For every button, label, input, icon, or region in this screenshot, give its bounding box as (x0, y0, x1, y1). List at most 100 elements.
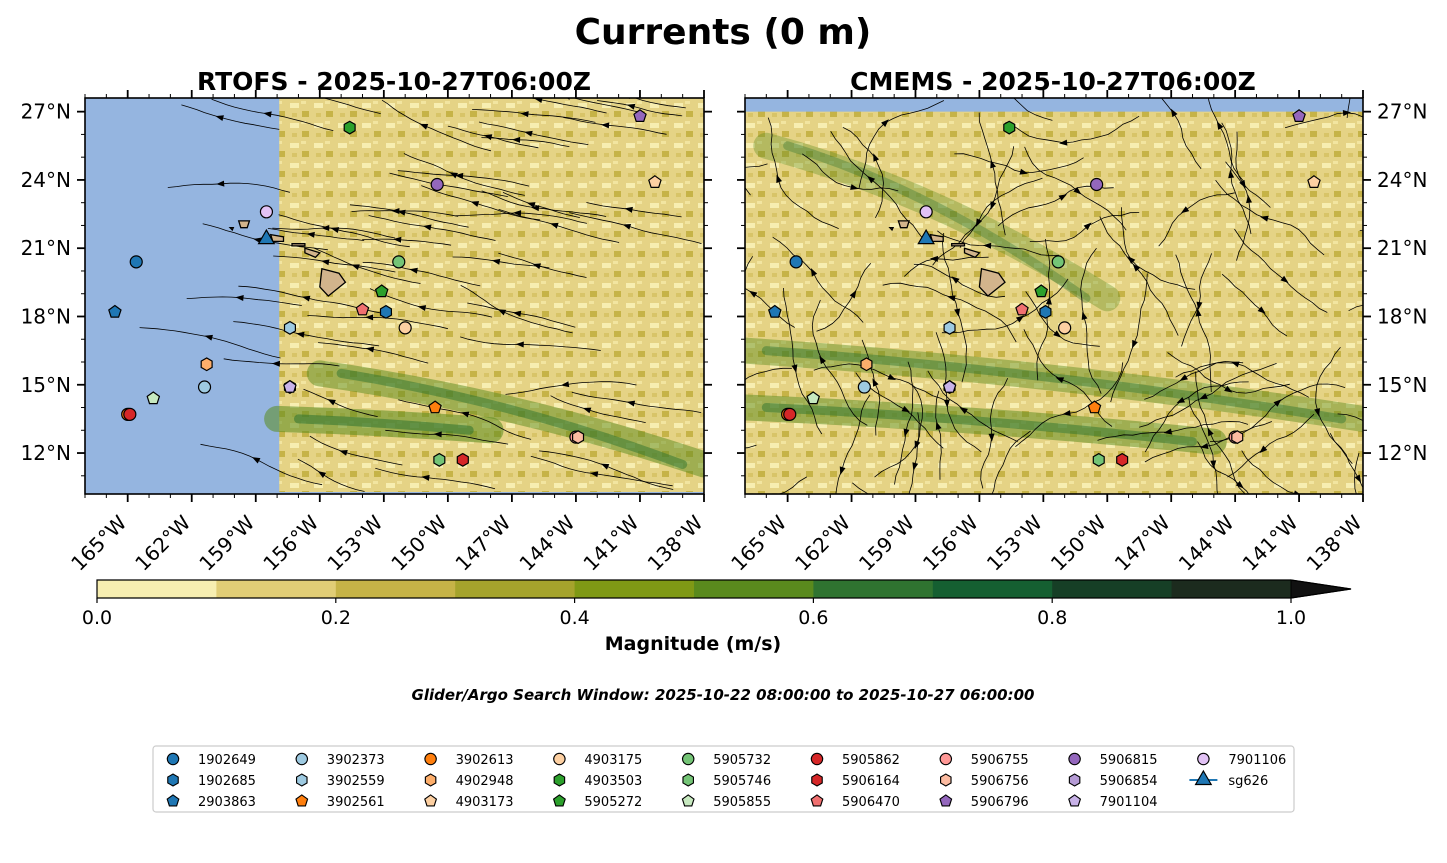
streamline (167, 182, 290, 193)
y-tick-label: 12°N (1377, 441, 1427, 465)
streamline-arrow (709, 166, 717, 172)
streamline (978, 112, 1006, 236)
streamline-arrow (1019, 168, 1028, 175)
streamline (1158, 192, 1235, 247)
streamline-arrow (339, 449, 348, 456)
streamline-arrow (881, 119, 889, 127)
island-land (237, 220, 251, 229)
platform-4903503-marker (343, 120, 356, 135)
streamline (1284, 112, 1363, 129)
streamline-arrow (524, 130, 533, 137)
y-tick-label: 12°N (21, 441, 71, 465)
x-tick-label: 144°W (514, 510, 579, 575)
streamline (634, 98, 686, 109)
streamline-arrow (714, 314, 721, 322)
streamline (505, 381, 637, 395)
platform-7901104-marker (942, 379, 957, 393)
streamline-arrow (1058, 194, 1067, 201)
streamline (389, 172, 508, 197)
platform-3902373-marker (857, 380, 871, 394)
streamline (811, 299, 868, 426)
streamline (309, 435, 403, 466)
streamline-arrow (929, 255, 939, 262)
streamline (1234, 228, 1328, 313)
streamline-arrow (935, 421, 942, 430)
streamline (772, 236, 864, 323)
streamline-arrow (1224, 385, 1233, 393)
map-area (709, 98, 1363, 494)
streamline-arrow (1314, 408, 1321, 417)
legend-marker-5906756 (940, 773, 952, 787)
streamline-arrow (1342, 110, 1352, 117)
map-frame (84, 97, 705, 495)
streamline (1181, 253, 1212, 347)
streamlines (139, 98, 702, 492)
streamline-arrow (600, 463, 610, 470)
streamline-arrow (512, 310, 522, 317)
legend-label-4903175: 4903175 (584, 753, 642, 768)
platform-7901106-marker (919, 205, 933, 219)
streamline (1354, 452, 1360, 494)
platform-sg626-marker (917, 228, 935, 245)
streamline-arrow (306, 231, 315, 238)
streamline (460, 285, 573, 334)
streamline (586, 202, 682, 218)
streamline (1097, 421, 1249, 441)
streamline-arrow (749, 290, 758, 298)
legend-label-5905862: 5905862 (842, 753, 900, 768)
legend-label-3902559: 3902559 (327, 774, 385, 789)
streamline (858, 100, 945, 189)
suptitle: Currents (0 m) (575, 12, 872, 53)
colorbar-extend-arrow (1290, 579, 1352, 599)
colorbar-segment (216, 580, 337, 598)
legend-label-3902561: 3902561 (327, 795, 385, 810)
streamline-arrow (526, 202, 536, 208)
legend-label-5905855: 5905855 (713, 795, 771, 810)
colorbar-tick-label: 1.0 (1276, 607, 1306, 629)
streamline (421, 185, 541, 221)
streamline (322, 98, 381, 114)
legend-label-3902373: 3902373 (327, 753, 385, 768)
platform-legend: 1902649 1902685 2903863 3902373 3902559 39025… (152, 745, 1295, 813)
island-land (228, 227, 235, 232)
streamline-arrow (716, 148, 724, 156)
streamline (1208, 98, 1245, 183)
legend-marker-5906796 (939, 794, 953, 807)
streamline-arrow (1059, 139, 1068, 146)
streamline (1197, 441, 1250, 494)
streamline (403, 153, 525, 196)
streamline (1215, 180, 1325, 256)
streamline (932, 177, 1043, 266)
streamline (478, 121, 589, 145)
legend-label-5905746: 5905746 (713, 774, 771, 789)
streamlines (709, 98, 1363, 494)
streamline (1167, 352, 1290, 394)
streamline-arrow (1216, 121, 1224, 130)
streamline (181, 104, 280, 130)
streamline-arrow (1132, 339, 1138, 349)
streamline-arrow (1259, 445, 1268, 454)
streamline (1188, 397, 1219, 494)
legend-marker-5906470 (810, 794, 824, 807)
streamline (297, 458, 365, 492)
island-land (319, 267, 347, 297)
streamline-arrow (515, 341, 524, 348)
legend-label-3902613: 3902613 (456, 753, 514, 768)
y-tick-label: 27°N (21, 100, 71, 124)
streamline (1225, 161, 1251, 261)
streamline-arrow (421, 474, 430, 481)
streamline-arrow (550, 222, 559, 229)
streamline-arrow (912, 462, 919, 471)
legend-label-sg626: sg626 (1228, 774, 1268, 789)
streamline (1175, 362, 1309, 398)
legend-label-1902685: 1902685 (198, 774, 256, 789)
streamline (303, 388, 378, 417)
platform-5905732-marker (1051, 255, 1065, 269)
legend-marker-5905746 (682, 773, 694, 787)
streamline (1221, 122, 1252, 235)
streamline (1121, 207, 1196, 290)
streamline (1175, 254, 1212, 393)
x-tick-label: 153°W (982, 510, 1047, 575)
streamline-arrow (791, 364, 798, 373)
streamline (362, 238, 452, 246)
